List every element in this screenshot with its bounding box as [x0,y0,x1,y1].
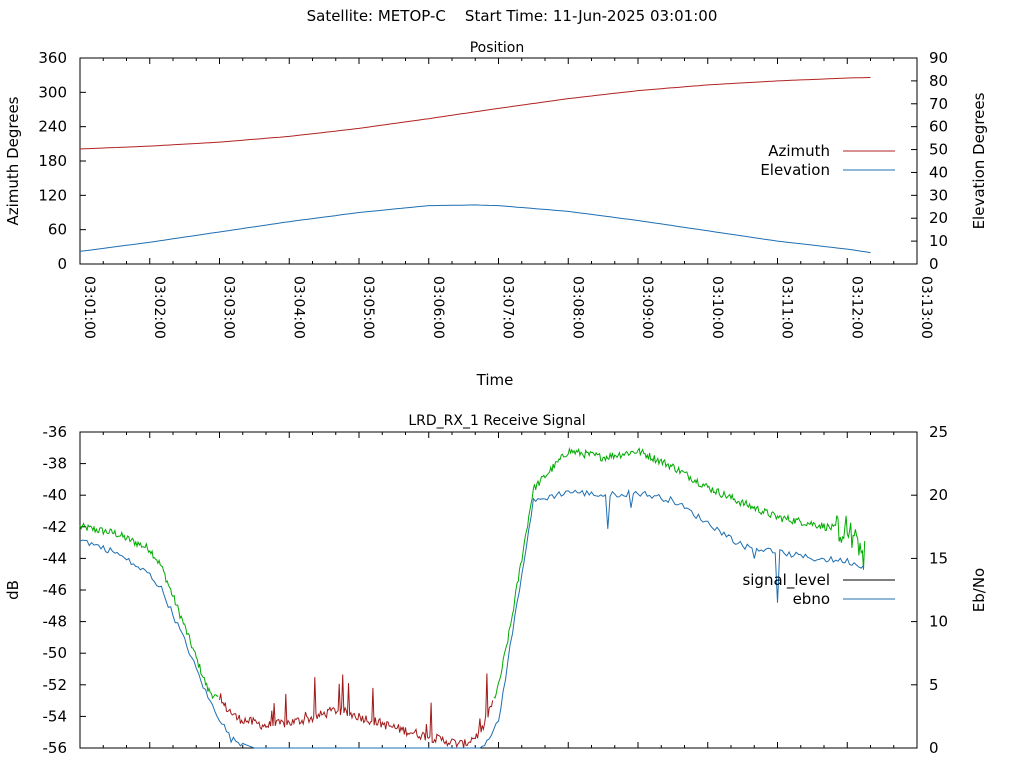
position-y2-tick-label: 40 [929,163,948,181]
position-x-tick-label: 03:10:00 [709,276,725,339]
position-y-tick-label: 300 [38,83,67,101]
legend-label-signal-level: signal_level [742,571,830,590]
signal-y2-tick-label: 25 [929,423,948,441]
signal-y-tick-label: -54 [43,707,68,725]
signal-y2-tick-label: 0 [929,739,939,757]
position-x-tick-label: 03:12:00 [848,276,864,339]
legend-label-azimuth: Azimuth [768,142,830,160]
position-chart-title: Position [470,40,525,56]
position-x-tick-label: 03:02:00 [151,276,167,339]
position-x-tick-label: 03:08:00 [569,276,585,339]
signal-chart: LRD_RX_1 Receive Signal -56-54-52-50-48-… [4,413,988,757]
position-x-tick-label: 03:04:00 [290,276,306,339]
signal-y-tick-label: -42 [43,518,68,536]
legend-label-elevation: Elevation [760,161,830,179]
position-y2-tick-label: 80 [929,72,948,90]
signal-y-tick-label: -38 [43,455,68,473]
position-y2-tick-label: 30 [929,186,948,204]
position-legend: Azimuth Elevation [760,142,895,179]
position-y-tick-label: 0 [57,255,67,273]
position-x-tick-label: 03:11:00 [779,276,795,339]
signal-plot-frame [79,431,918,749]
position-y2-tick-label: 20 [929,209,948,227]
signal-legend: signal_level ebno [742,571,895,608]
position-chart: Position 03:01:00 03:02:00 03:03:00 03:04:0… [4,40,988,389]
signal-y2-axis-label: Eb/No [970,568,988,612]
signal-y2-tick-label: 20 [929,486,948,504]
position-y-tick-label: 180 [38,152,67,170]
legend-label-ebno: ebno [793,590,830,608]
position-y2-tick-label: 90 [929,49,948,67]
signal-level-line [79,446,866,700]
position-y2-axis-label: Elevation Degrees [970,92,988,229]
position-y2-tick-label: 70 [929,95,948,113]
signal-y-tick-label: -40 [43,486,68,504]
position-x-tick-label: 03:03:00 [221,276,237,339]
position-x-tick-label: 03:01:00 [81,276,97,339]
signal-y2-tick-label: 5 [929,676,939,694]
position-y-tick-label: 360 [38,49,67,67]
position-x-tick-label: 03:09:00 [639,276,655,339]
position-y2-tick-label: 60 [929,118,948,136]
signal-axes: -56 -54 -52 -50 -48 -46 -44 -42 -40 -38 -36 0 5 10 15 2… [43,423,949,757]
position-x-tick-label: 03:06:00 [430,276,446,339]
elevation-line [79,204,871,254]
azimuth-line [79,77,871,150]
signal-y2-tick-label: 10 [929,613,948,631]
signal-y-tick-label: -36 [43,423,68,441]
chart-main-title: Satellite: METOP-C Start Time: 11-Jun-20… [306,7,718,25]
signal-y-tick-label: -56 [43,739,68,757]
position-x-tick-label: 03:05:00 [360,276,376,339]
position-y2-tick-label: 50 [929,141,948,159]
position-y2-tick-label: 0 [929,255,939,273]
signal-y-tick-label: -48 [43,613,68,631]
signal-level-line-low [219,673,494,749]
signal-y2-tick-label: 15 [929,549,948,567]
position-series [79,77,871,254]
signal-y-tick-label: -44 [43,549,68,567]
position-y-axis-label: Azimuth Degrees [4,96,22,225]
position-y-tick-label: 120 [38,186,67,204]
ebno-line [79,488,864,749]
signal-y-tick-label: -50 [43,644,68,662]
position-y-tick-label: 60 [48,221,67,239]
signal-y-tick-label: -46 [43,581,68,599]
position-y2-tick-label: 10 [929,232,948,250]
position-y-tick-label: 240 [38,118,67,136]
signal-series [79,446,866,749]
position-x-tick-label: 03:13:00 [918,276,934,339]
signal-chart-title: LRD_RX_1 Receive Signal [408,413,585,429]
position-x-tick-label: 03:07:00 [500,276,516,339]
signal-y-axis-label: dB [4,580,22,600]
position-axes: 03:01:00 03:02:00 03:03:00 03:04:00 03:05:00… [38,49,948,339]
signal-y-tick-label: -52 [43,676,68,694]
position-x-axis-label: Time [476,371,514,389]
